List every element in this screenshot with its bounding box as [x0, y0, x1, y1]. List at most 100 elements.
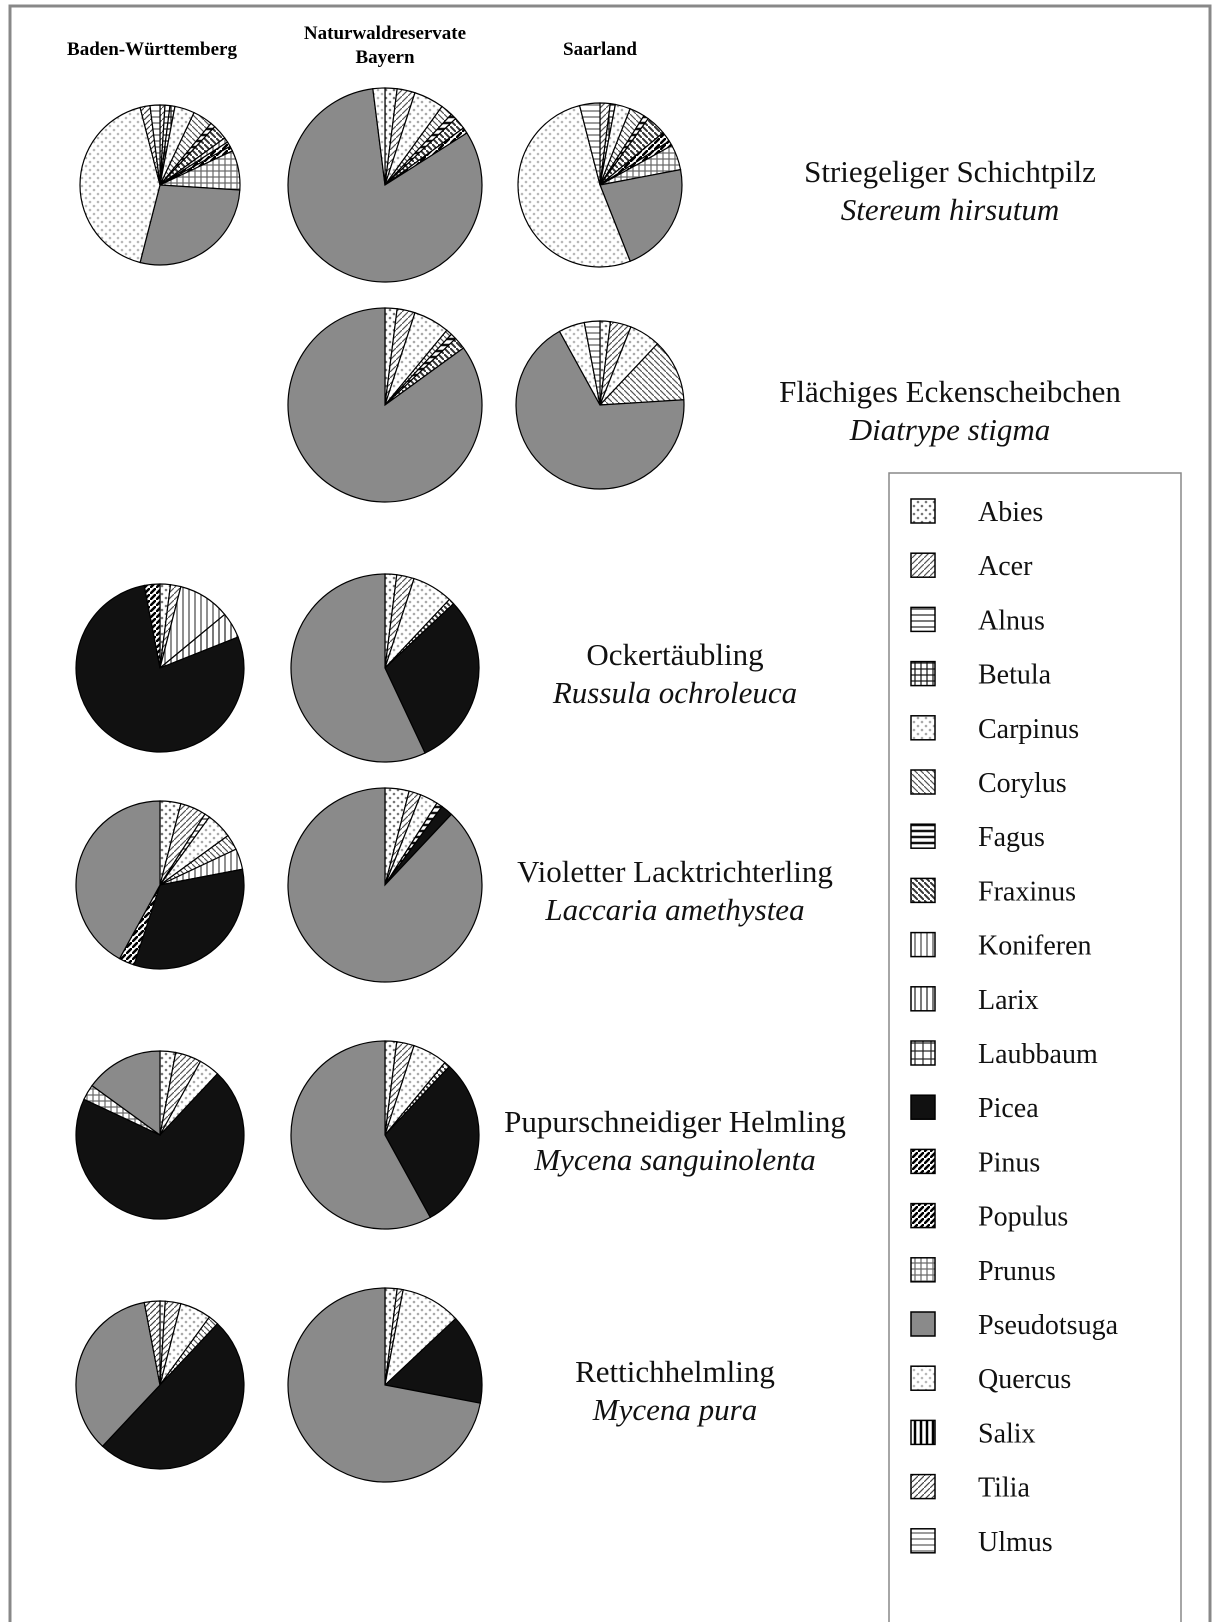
legend-label: Fraxinus: [978, 876, 1076, 907]
legend-label: Larix: [978, 985, 1039, 1016]
pie-slice: [75, 1301, 161, 1448]
pie: [287, 1287, 483, 1483]
legend-box: [888, 472, 1182, 1622]
pie: [287, 787, 483, 983]
row-title: Ockertäubling: [586, 637, 764, 672]
pie-slice: [91, 1050, 161, 1137]
pie-slice: [75, 1072, 245, 1220]
pie-slice: [139, 184, 241, 266]
legend-swatch: [910, 715, 936, 741]
column-header: Naturwaldreservate Bayern: [303, 23, 467, 68]
legend-label: Pseudotsuga: [978, 1310, 1119, 1341]
legend-swatch: [910, 1094, 936, 1120]
pie-slice: [75, 800, 161, 960]
pie-slice: [290, 1040, 432, 1230]
legend-label: Picea: [978, 1093, 1039, 1124]
figure-border: [8, 4, 1212, 1622]
row-subtitle: Russula ochroleuca: [552, 675, 798, 710]
row-subtitle: Stereum hirsutum: [840, 192, 1060, 227]
legend-swatch: [910, 552, 936, 578]
column-header: Saarland: [563, 39, 637, 60]
pie-slice: [290, 573, 426, 763]
pie-slice: [143, 1300, 161, 1386]
legend-label: Koniferen: [978, 931, 1092, 962]
pie: [75, 1300, 245, 1470]
legend-label: Ulmus: [978, 1527, 1053, 1558]
pie: [515, 320, 685, 490]
legend-swatch: [910, 1365, 936, 1391]
pie: [517, 102, 683, 268]
legend-swatch: [910, 1040, 936, 1066]
legend-swatch: [910, 769, 936, 795]
row-subtitle: Diatrype stigma: [849, 412, 1051, 447]
row-subtitle: Mycena pura: [592, 1392, 758, 1427]
column-header: Baden-Württemberg: [67, 39, 237, 60]
row-title: Rettichhelmling: [575, 1354, 775, 1389]
pie-slice: [75, 584, 245, 753]
pie: [287, 87, 483, 283]
row-title: Pupurschneidiger Helmling: [504, 1104, 846, 1139]
legend-swatch: [910, 1148, 936, 1175]
pie: [75, 1050, 245, 1220]
legend-swatch: [910, 1473, 936, 1500]
pie-slice: [517, 104, 631, 268]
row-title: Striegeliger Schichtpilz: [804, 154, 1096, 189]
pie: [290, 573, 480, 763]
pie: [290, 1040, 480, 1230]
pie: [287, 307, 483, 503]
legend-label: Tilia: [978, 1473, 1030, 1504]
legend-label: Carpinus: [978, 714, 1079, 745]
pie-slice: [143, 583, 161, 669]
pie-slice: [287, 88, 483, 283]
pie-slice: [287, 1287, 481, 1483]
pie-slice: [384, 1065, 480, 1219]
legend-label: Acer: [978, 551, 1033, 582]
pie: [75, 583, 245, 753]
legend-swatch: [910, 877, 936, 904]
legend-swatch: [910, 986, 936, 1012]
legend-label: Laubbaum: [978, 1039, 1098, 1070]
legend-swatch: [910, 660, 936, 687]
pie-slice: [79, 106, 161, 264]
pie-slice: [133, 868, 245, 970]
legend-swatch: [910, 1419, 936, 1446]
row-subtitle: Laccaria amethystea: [545, 892, 805, 927]
pie-slice: [383, 1317, 483, 1404]
legend-swatch: [910, 1528, 936, 1554]
pie: [75, 800, 245, 970]
pie-slice: [515, 330, 685, 490]
pie-slice: [149, 104, 161, 186]
pie-slice: [384, 602, 480, 754]
legend-swatch: [910, 823, 936, 849]
pie-slice: [578, 102, 601, 186]
legend-swatch: [910, 1202, 936, 1229]
legend-label: Alnus: [978, 605, 1045, 636]
pie-slice: [287, 787, 483, 983]
legend-label: Fagus: [978, 822, 1045, 853]
legend-swatch: [910, 498, 936, 524]
legend-swatch: [910, 931, 936, 958]
pie-slice: [287, 307, 483, 503]
legend-label: Pinus: [978, 1147, 1040, 1178]
legend-label: Prunus: [978, 1256, 1056, 1287]
pie-slice: [372, 87, 386, 186]
legend-label: Abies: [978, 497, 1043, 528]
legend-label: Corylus: [978, 768, 1067, 799]
row-title: Flächiges Eckenscheibchen: [779, 374, 1121, 409]
legend-swatch: [910, 606, 936, 633]
legend-label: Quercus: [978, 1364, 1071, 1395]
legend-swatch: [910, 1311, 936, 1337]
pie-slice: [101, 1322, 245, 1470]
legend-label: Salix: [978, 1418, 1036, 1449]
pie: [79, 104, 241, 266]
pie-slice: [583, 320, 601, 406]
pie-slice: [598, 342, 685, 406]
legend-label: Populus: [978, 1202, 1068, 1233]
pie-slice: [599, 168, 683, 263]
row-subtitle: Mycena sanguinolenta: [534, 1142, 816, 1177]
legend-swatch: [910, 1257, 936, 1283]
legend-label: Betula: [978, 660, 1052, 691]
row-title: Violetter Lacktrichterling: [517, 854, 833, 889]
